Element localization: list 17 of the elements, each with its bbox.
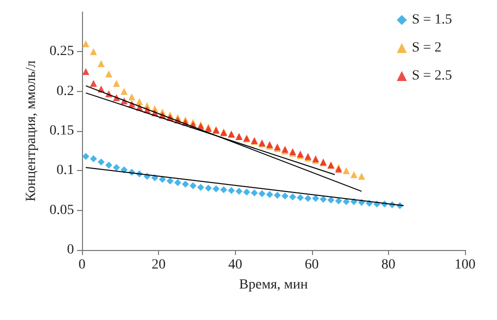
legend-label: S = 2 (412, 40, 442, 56)
legend-label: S = 2.5 (412, 68, 452, 84)
x-tick-label: 60 (304, 258, 319, 272)
x-tick-label: 0 (78, 258, 86, 272)
y-tick-label: 0.25 (50, 44, 74, 60)
x-tick-label: 40 (228, 258, 242, 272)
x-tick-label: 20 (152, 258, 166, 272)
legend-label: S = 1.5 (412, 12, 452, 28)
x-axis-title: Время, мин (239, 278, 308, 292)
y-tick-label: 0 (67, 242, 74, 258)
y-tick-label: 0.1 (56, 163, 74, 178)
x-tick-label: 80 (381, 258, 396, 272)
y-tick-label: 0.2 (56, 84, 74, 99)
y-tick-label: 0.15 (50, 124, 74, 138)
x-tick-label: 100 (454, 258, 476, 272)
y-axis-title: Концентрация, ммоль/л (24, 60, 40, 202)
y-tick-label: 0.05 (50, 202, 74, 218)
